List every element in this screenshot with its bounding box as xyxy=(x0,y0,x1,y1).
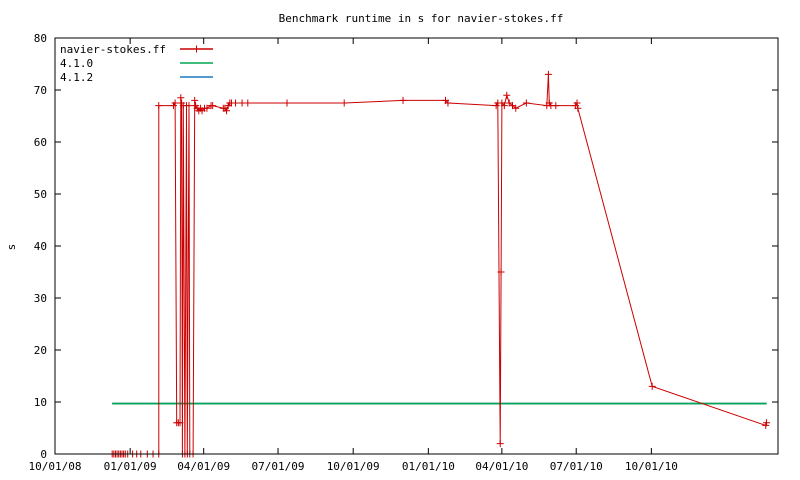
series-layer xyxy=(108,70,771,458)
x-tick-label: 01/01/09 xyxy=(104,460,157,473)
y-tick-label: 60 xyxy=(34,136,47,149)
x-tick-label: 10/01/10 xyxy=(625,460,678,473)
y-tick-label: 10 xyxy=(34,396,47,409)
data-point xyxy=(522,99,530,107)
x-tick-label: 10/01/09 xyxy=(327,460,380,473)
data-point xyxy=(155,102,163,110)
data-point xyxy=(203,104,211,112)
x-tick-label: 01/01/10 xyxy=(402,460,455,473)
data-point xyxy=(283,99,291,107)
data-point xyxy=(177,94,185,102)
y-tick-label: 80 xyxy=(34,32,47,45)
data-point xyxy=(512,104,520,112)
y-tick-label: 70 xyxy=(34,84,47,97)
data-point xyxy=(544,70,552,78)
data-point xyxy=(232,99,240,107)
data-point xyxy=(552,102,560,110)
data-point xyxy=(340,99,348,107)
legend-marker xyxy=(193,45,200,53)
data-point xyxy=(497,268,505,276)
y-tick-label: 20 xyxy=(34,344,47,357)
data-point xyxy=(244,99,252,107)
y-tick-label: 30 xyxy=(34,292,47,305)
legend: navier-stokes.ff4.1.04.1.2 xyxy=(60,43,213,84)
data-point xyxy=(191,96,199,104)
x-tick-label: 10/01/08 xyxy=(29,460,82,473)
axis-layer: 0 10 20 30 40 50 60 70 80 10/01/08 01/01/09 04/01/0… xyxy=(29,32,778,473)
x-tick-label: 04/01/09 xyxy=(177,460,230,473)
y-tick-label: 40 xyxy=(34,240,47,253)
data-point xyxy=(223,107,231,115)
data-point xyxy=(648,382,656,390)
data-point xyxy=(503,91,511,99)
series-line-navier-stokes-ff xyxy=(112,74,768,455)
data-point xyxy=(399,96,407,104)
data-point xyxy=(573,99,581,107)
data-point xyxy=(496,440,504,448)
data-point xyxy=(171,99,179,107)
legend-label: navier-stokes.ff xyxy=(60,43,166,56)
y-tick-label: 0 xyxy=(40,448,47,461)
data-point xyxy=(185,102,193,110)
legend-label: 4.1.2 xyxy=(60,71,93,84)
y-tick-label: 50 xyxy=(34,188,47,201)
y-axis-label: s xyxy=(5,244,18,251)
x-tick-label: 04/01/10 xyxy=(475,460,528,473)
x-tick-label: 07/01/10 xyxy=(550,460,603,473)
x-tick-label: 07/01/09 xyxy=(252,460,305,473)
data-point xyxy=(176,419,184,427)
chart-title: Benchmark runtime in s for navier-stokes… xyxy=(279,12,564,25)
data-point xyxy=(574,104,582,112)
data-point xyxy=(209,102,217,110)
legend-label: 4.1.0 xyxy=(60,57,93,70)
data-point xyxy=(500,102,508,110)
data-point xyxy=(763,419,771,427)
data-point xyxy=(444,99,452,107)
